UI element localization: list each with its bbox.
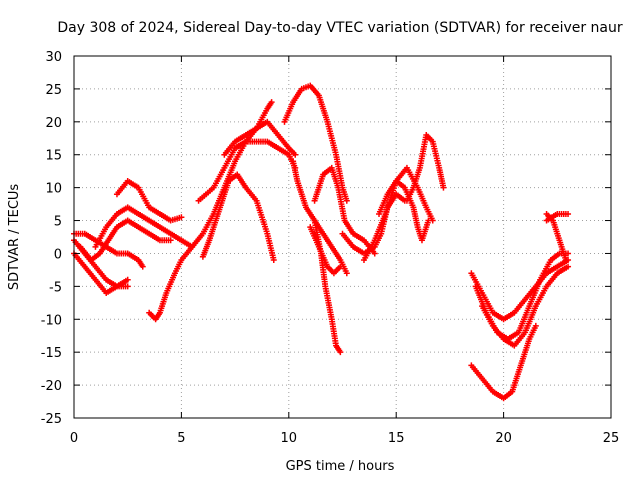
data-point xyxy=(124,276,131,283)
series-arc-4 xyxy=(77,217,174,264)
data-point xyxy=(562,257,569,264)
y-tick-label: 0 xyxy=(54,247,62,262)
series-arc-8 xyxy=(199,171,277,264)
series-arc-9 xyxy=(195,138,299,204)
data-point xyxy=(167,237,174,244)
data-point xyxy=(337,349,344,356)
series-arc-18 xyxy=(376,178,432,244)
series-arc-2 xyxy=(71,250,131,296)
data-point xyxy=(532,322,539,329)
series-arc-15 xyxy=(311,164,378,257)
data-point xyxy=(565,210,572,217)
data-point xyxy=(565,263,572,270)
x-tick-label: 15 xyxy=(388,431,405,446)
series-arc-7 xyxy=(146,99,275,323)
y-tick-label: 10 xyxy=(45,182,62,197)
series-arc-21 xyxy=(472,250,572,343)
x-tick-label: 0 xyxy=(70,431,78,446)
y-tick-label: 20 xyxy=(45,116,62,131)
series-arc-19 xyxy=(403,131,447,204)
y-tick-label: 25 xyxy=(45,83,62,98)
data-point xyxy=(440,184,447,191)
y-axis-label: SDTVAR / TECUs xyxy=(7,184,22,291)
data-point xyxy=(178,214,185,221)
x-tick-label: 5 xyxy=(177,431,185,446)
series-arc-25 xyxy=(543,210,572,224)
series-arc-11 xyxy=(281,82,350,204)
data-point xyxy=(268,99,275,106)
data-point xyxy=(343,270,350,277)
y-tick-label: -20 xyxy=(41,379,62,394)
x-tick-label: 25 xyxy=(603,431,620,446)
data-series xyxy=(71,82,572,402)
series-arc-5 xyxy=(92,204,196,250)
y-tick-label: -5 xyxy=(49,280,62,295)
axis-ticks: 0 5 10 15 20 25 -25 -20 -15 -10 -5 0 5 10 15 20 25 30 xyxy=(41,50,620,446)
data-point xyxy=(425,217,432,224)
data-point xyxy=(292,151,299,158)
x-tick-label: 10 xyxy=(281,431,298,446)
chart-title: Day 308 of 2024, Sidereal Day-to-day VTE… xyxy=(57,20,623,36)
plot-frame xyxy=(73,55,612,419)
y-tick-label: 15 xyxy=(45,149,62,164)
x-axis-label: GPS time / hours xyxy=(286,459,395,474)
series-arc-10 xyxy=(221,118,299,158)
series-arc-14 xyxy=(307,224,344,277)
y-tick-label: -10 xyxy=(41,313,62,328)
y-tick-label: -25 xyxy=(41,412,62,427)
data-point xyxy=(337,263,344,270)
y-tick-label: 30 xyxy=(45,50,62,65)
y-tick-label: -15 xyxy=(41,346,62,361)
x-tick-label: 20 xyxy=(495,431,512,446)
data-point xyxy=(343,197,350,204)
series-arc-13 xyxy=(290,158,350,277)
series-arc-22 xyxy=(479,263,572,349)
data-point xyxy=(124,283,131,290)
data-point xyxy=(371,250,378,257)
series-arc-23 xyxy=(468,322,539,402)
y-tick-label: 5 xyxy=(54,215,62,230)
series-arc-6 xyxy=(113,178,185,224)
data-point xyxy=(139,263,146,270)
data-point xyxy=(270,257,277,264)
